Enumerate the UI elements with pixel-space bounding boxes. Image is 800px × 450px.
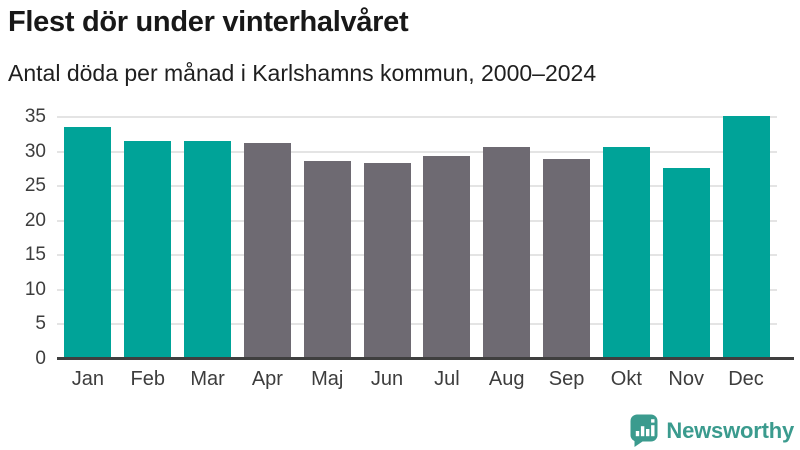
x-tick-label-okt: Okt <box>610 368 642 390</box>
y-tick-label-0: 0 <box>35 348 46 369</box>
x-tick-label-sep: Sep <box>548 368 585 390</box>
y-tick-label-5: 5 <box>35 313 46 335</box>
bar-okt <box>602 146 650 359</box>
bar-apr <box>243 142 291 359</box>
bar-slot-jul <box>417 0 477 359</box>
bar-jan <box>64 127 112 359</box>
bar-slot-sep <box>537 0 597 359</box>
bar-slot-okt <box>596 0 656 359</box>
x-tick-label-jun: Jun <box>370 368 404 390</box>
bar-slot-apr <box>237 0 297 359</box>
page-title: Flest dör under vinterhalvåret <box>8 6 409 38</box>
x-axis-line <box>57 357 794 360</box>
y-tick-label-15: 15 <box>24 244 46 266</box>
gridline-30 <box>57 150 777 153</box>
y-tick-label-10: 10 <box>24 278 46 300</box>
bar-jul <box>423 155 471 359</box>
bar-jun <box>363 163 411 359</box>
y-tick-label-20: 20 <box>24 209 46 231</box>
bar-sep <box>543 158 591 359</box>
x-tick-label-feb: Feb <box>130 368 165 390</box>
x-tick-label-jan: Jan <box>71 368 105 390</box>
chart-subtitle: Antal döda per månad i Karlshamns kommun… <box>8 60 597 86</box>
bar-nov <box>662 168 710 359</box>
gridline-15 <box>57 254 777 257</box>
gridline-20 <box>57 219 777 222</box>
y-tick-label-35: 35 <box>24 106 46 127</box>
bar-chart-exclamation-bubble-icon <box>630 414 658 447</box>
newsworthy-logo[interactable]: Newsworthy <box>630 414 794 447</box>
bar-slot-feb <box>118 0 178 359</box>
bar-aug <box>483 147 531 359</box>
x-tick-label-mar: Mar <box>190 368 225 390</box>
x-tick-label-jul: Jul <box>434 368 460 390</box>
y-tick-label-25: 25 <box>24 175 46 197</box>
x-axis-labels: Jan Feb Mar Apr Maj Jun Jul Aug Sep Okt Nov Dec <box>58 366 776 392</box>
gridline-5 <box>57 323 777 326</box>
bar-slot-aug <box>477 0 537 359</box>
bar-slot-mar <box>178 0 238 359</box>
gridline-35 <box>57 116 777 118</box>
bar-slot-jan <box>58 0 118 359</box>
bar-slot-jun <box>357 0 417 359</box>
x-tick-label-aug: Aug <box>488 368 525 390</box>
brand-name: Newsworthy <box>666 417 794 443</box>
bar-slot-maj <box>297 0 357 359</box>
bar-dec <box>722 115 770 359</box>
bar-slot-dec <box>716 0 776 359</box>
x-tick-label-maj: Maj <box>311 368 344 390</box>
bar-feb <box>124 140 172 359</box>
bar-maj <box>303 161 351 359</box>
gridline-25 <box>57 185 777 188</box>
y-tick-label-30: 30 <box>24 140 46 162</box>
bars-container <box>58 0 776 359</box>
gridline-10 <box>57 288 777 291</box>
bar-slot-nov <box>656 0 716 359</box>
x-tick-label-apr: Apr <box>251 368 283 390</box>
x-tick-label-nov: Nov <box>668 368 704 390</box>
bar-mar <box>184 140 232 359</box>
x-tick-label-dec: Dec <box>728 368 764 390</box>
